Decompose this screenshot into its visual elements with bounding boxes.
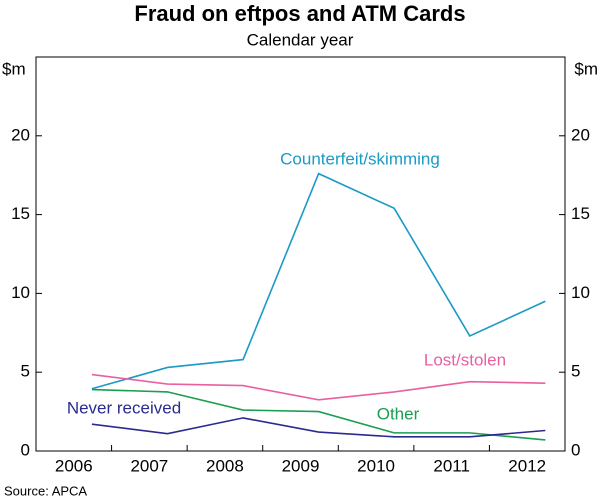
x-tick-label: 2011: [433, 456, 470, 475]
y-tick-label: 15: [11, 204, 30, 223]
x-tick-label: 2009: [282, 456, 320, 475]
series-line: [91, 373, 546, 401]
series-label: Counterfeit/skimming: [280, 149, 440, 168]
y2-tick-label: 15: [571, 204, 590, 223]
plot-frame: [35, 56, 566, 452]
series-line: [91, 172, 546, 390]
chart-title: Fraud on eftpos and ATM Cards: [134, 1, 465, 26]
y-tick-label: 20: [11, 125, 30, 144]
series-label: Never received: [67, 398, 181, 417]
series-label: Lost/stolen: [424, 350, 506, 369]
x-tick-label: 2008: [206, 456, 244, 475]
y2-tick-label: 0: [571, 440, 580, 459]
x-tick-label: 2012: [508, 456, 546, 475]
x-tick-label: 2007: [130, 456, 168, 475]
y2-tick-label: 10: [571, 283, 590, 302]
y2-tick-label: 5: [571, 362, 580, 381]
x-tick-label: 2006: [55, 456, 93, 475]
y-tick-label: 0: [21, 440, 30, 459]
y-axis-label: $m: [2, 59, 26, 78]
source: Source: APCA: [4, 483, 87, 498]
y-tick-label: 5: [21, 362, 30, 381]
chart-subtitle: Calendar year: [247, 30, 354, 49]
y-tick-label: 10: [11, 283, 30, 302]
series-line: [91, 417, 546, 438]
series-label: Other: [377, 404, 420, 423]
x-tick-label: 2010: [357, 456, 395, 475]
y2-axis-label: $m: [574, 59, 598, 78]
series-line: [91, 388, 546, 441]
y2-tick-label: 20: [571, 125, 590, 144]
